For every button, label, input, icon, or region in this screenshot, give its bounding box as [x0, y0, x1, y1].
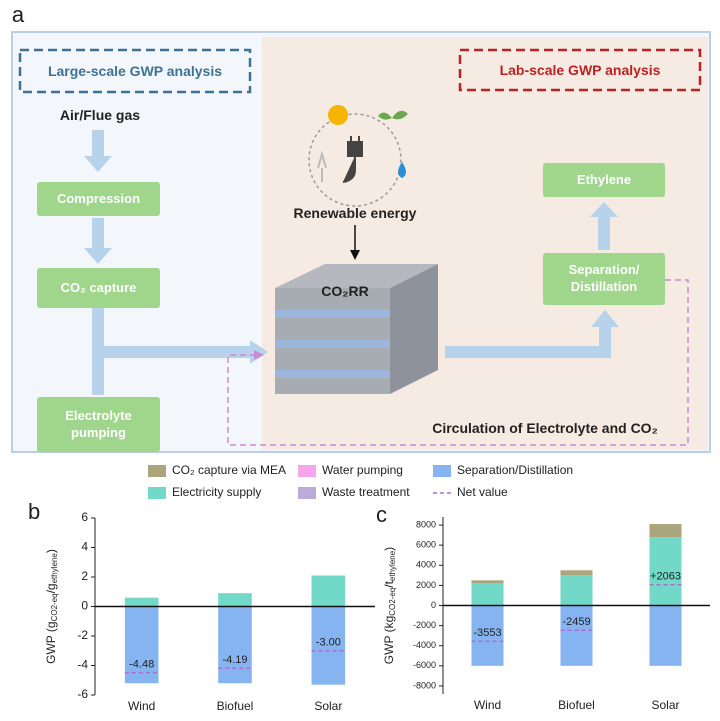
source-label: Air/Flue gas	[59, 107, 141, 123]
flow-arrows	[92, 130, 611, 395]
legend-label: Electricity supply	[172, 485, 261, 499]
process-box: Separation/ Distillation	[543, 253, 665, 305]
legend-label: Waste treatment	[322, 485, 410, 499]
energy-label: Renewable energy	[293, 205, 417, 221]
circulation-head	[254, 350, 264, 360]
process-box: Ethylene	[543, 163, 665, 197]
legend-swatch	[298, 465, 316, 477]
y-tick-label: 0	[81, 599, 88, 613]
y-tick-label: 2	[81, 569, 88, 583]
bar-segment	[471, 605, 504, 666]
process-box: CO₂ capture	[37, 268, 160, 308]
circulation-label: Circulation of Electrolyte and CO₂	[432, 420, 658, 436]
bar-segment	[218, 593, 252, 607]
net-value-label: -2459	[562, 616, 590, 628]
net-value-label: -4.19	[222, 654, 247, 666]
y-tick-label: 4000	[416, 560, 436, 570]
panel-label: c	[376, 502, 387, 527]
x-tick-label: Solar	[314, 699, 342, 713]
legend-swatch	[298, 487, 316, 499]
y-tick-label: 6	[81, 510, 88, 524]
y-axis-label-part: /t	[382, 580, 396, 587]
plant-icon	[378, 110, 408, 120]
y-tick-label: -2	[77, 628, 88, 642]
bar-segment	[124, 597, 159, 607]
bar-segment	[311, 575, 346, 607]
bar-segment	[560, 605, 593, 666]
y-axis-label-part: CO2-eq	[50, 593, 59, 621]
net-value-label: -3553	[473, 627, 501, 639]
sun-icon	[328, 105, 348, 125]
bar-segment	[649, 605, 682, 666]
bar-segment	[218, 606, 252, 684]
legend-label: Water pumping	[322, 463, 403, 477]
y-tick-label: 2000	[416, 580, 436, 590]
y-axis-label-part: CO2-eq	[388, 588, 397, 616]
y-axis-label-part: GWP (kg	[382, 616, 396, 664]
net-value-label: +2063	[650, 571, 681, 583]
process-box: Electrolyte pumping	[37, 397, 160, 452]
panel-label: b	[28, 499, 40, 524]
y-tick-label: 6000	[416, 540, 436, 550]
y-tick-label: -4000	[413, 640, 436, 650]
y-tick-label: 0	[431, 600, 436, 610]
x-tick-label: Wind	[128, 699, 155, 713]
x-tick-label: Biofuel	[217, 699, 254, 713]
bar-segment	[311, 606, 346, 685]
y-tick-label: 4	[81, 540, 88, 554]
y-tick-label: -6000	[413, 660, 436, 670]
legend-label: Separation/Distillation	[457, 463, 573, 477]
bar-segment	[649, 524, 682, 538]
legend-swatch	[148, 487, 166, 499]
panel-label: a	[11, 2, 25, 27]
arrow-heads	[84, 156, 619, 364]
y-axis-label: GWP (gCO2-eq/gethylene)	[44, 549, 59, 664]
drop-icon	[398, 162, 406, 178]
y-axis-label-part: )	[382, 547, 396, 551]
lab-scale-label: Lab-scale GWP analysis	[499, 62, 661, 78]
process-box: Compression	[37, 182, 160, 216]
y-tick-label: -2000	[413, 620, 436, 630]
turbine-icon	[317, 150, 327, 182]
circulation-line	[227, 279, 689, 446]
plug-icon	[342, 136, 363, 183]
y-axis-label-part: GWP (g	[44, 621, 58, 663]
bar-segment	[471, 583, 504, 606]
bar-segment	[124, 606, 159, 684]
y-tick-label: 8000	[416, 519, 436, 529]
lab-scale-frame	[458, 48, 702, 92]
bar-segment	[471, 580, 504, 584]
legend-swatch	[148, 465, 166, 477]
y-tick-label: -4	[77, 658, 88, 672]
legend-swatch	[433, 465, 451, 477]
large-scale-label: Large-scale GWP analysis	[47, 63, 223, 79]
legend-label: CO₂ capture via MEA	[172, 463, 286, 477]
reactor-label: CO₂RR	[321, 283, 369, 299]
large-scale-frame	[18, 48, 252, 94]
net-value-label: -3.00	[316, 637, 341, 649]
reactor	[275, 264, 438, 394]
x-tick-label: Biofuel	[558, 698, 595, 712]
x-tick-label: Solar	[651, 698, 679, 712]
y-axis-label: GWP (kgCO2-eq/tethylene)	[382, 547, 397, 664]
bar-segment	[560, 570, 593, 576]
bar-segment	[649, 537, 682, 606]
y-axis-label-part: ethylene	[50, 553, 59, 584]
y-tick-label: -6	[77, 687, 88, 701]
y-tick-label: -8000	[413, 680, 436, 690]
y-axis-label-part: ethylene	[388, 550, 397, 581]
energy-arrow-head	[350, 250, 360, 260]
bar-segment	[560, 575, 593, 606]
energy-ring	[308, 113, 402, 207]
legend-label: Net value	[457, 485, 508, 499]
y-axis-label-part: /g	[44, 583, 58, 593]
y-axis-label-part: )	[44, 549, 58, 553]
net-value-label: -4.48	[129, 658, 154, 670]
x-tick-label: Wind	[474, 698, 501, 712]
